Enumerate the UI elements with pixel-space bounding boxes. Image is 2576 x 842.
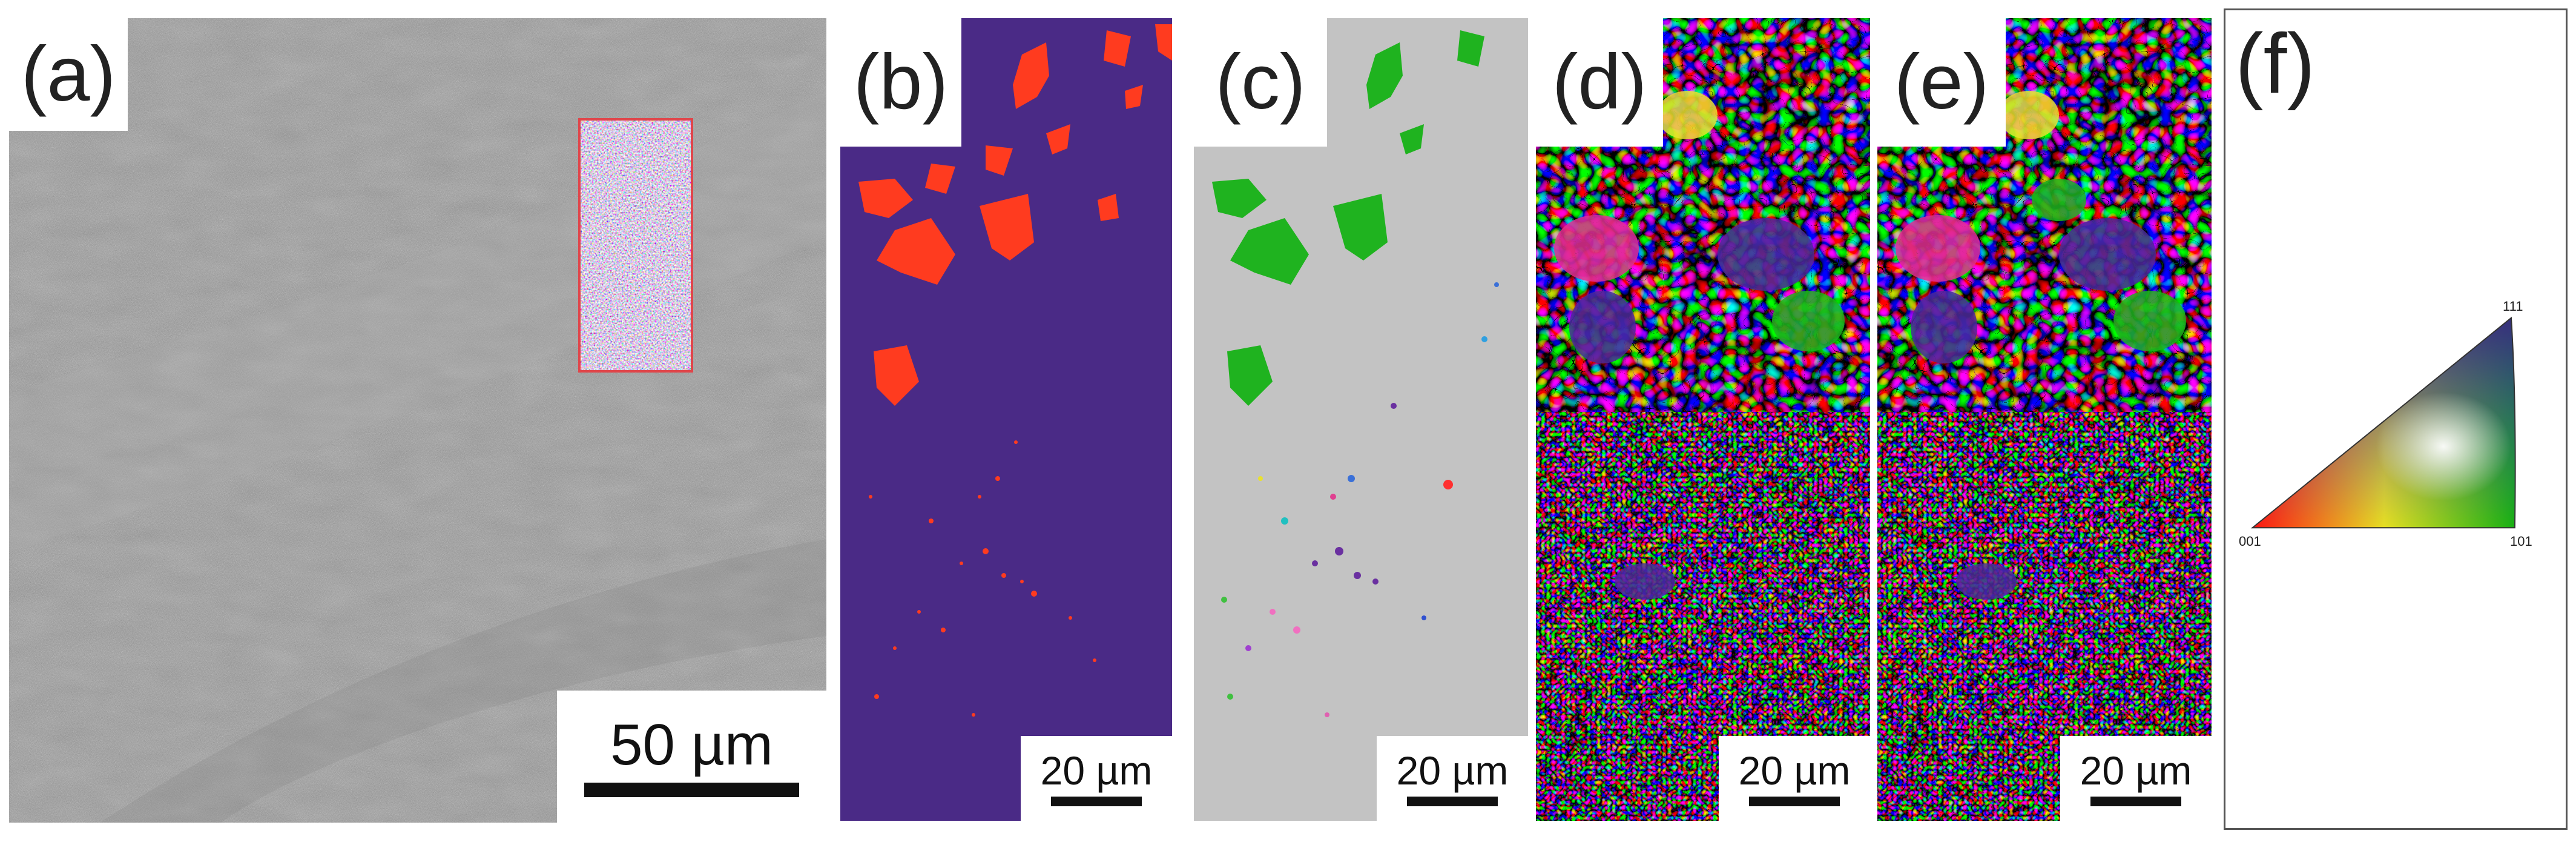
panel-e-label: (e)	[1877, 18, 2006, 147]
ipf-color-triangle	[2250, 316, 2516, 529]
panel-b-phase-map: (b) 20 µm	[840, 18, 1172, 821]
panel-b-label: (b)	[840, 18, 961, 147]
panel-e-ipf-map: (e) 20 µm	[1877, 18, 2212, 821]
panel-d-scale-line	[1749, 797, 1840, 806]
phase-map-image	[840, 18, 1172, 821]
panel-d-label: (d)	[1536, 18, 1663, 147]
panel-a-sem-image: (a) 50 µm	[9, 18, 826, 823]
panel-a-scale-line	[584, 783, 799, 797]
panel-b-scale-line	[1051, 797, 1142, 806]
ipf-corner-111-label: 111	[2503, 299, 2523, 314]
panel-c-scale-text: 20 µm	[1396, 748, 1509, 793]
panel-b-scale-bar: 20 µm	[1021, 736, 1172, 821]
panel-a-scale-bar: 50 µm	[557, 691, 826, 823]
panel-d-scale-bar: 20 µm	[1719, 736, 1870, 821]
panel-a-label: (a)	[9, 18, 128, 131]
panel-d-scale-text: 20 µm	[1738, 748, 1851, 793]
panel-e-scale-text: 20 µm	[2080, 748, 2192, 793]
panel-a-scale-text: 50 µm	[610, 712, 773, 777]
panel-c-label: (c)	[1194, 18, 1327, 147]
panel-b-scale-text: 20 µm	[1040, 748, 1153, 793]
ipf-corner-001-label: 001	[2239, 534, 2261, 549]
panel-f-ipf-legend: (f) 111 001 10	[2224, 8, 2568, 830]
panel-e-scale-bar: 20 µm	[2060, 736, 2212, 821]
ipf-corner-101-label: 101	[2510, 534, 2532, 549]
inset-ebsd-region	[578, 118, 693, 373]
panel-c-scale-line	[1407, 797, 1498, 806]
panel-f-label: (f)	[2235, 16, 2316, 111]
panel-c-ipf-second-phase: (c) 20 µm	[1194, 18, 1528, 821]
ipf-second-phase-image	[1194, 18, 1528, 821]
panel-e-scale-line	[2090, 797, 2181, 806]
panel-d-ipf-map: (d) 20 µm	[1536, 18, 1870, 821]
panel-c-scale-bar: 20 µm	[1377, 736, 1528, 821]
